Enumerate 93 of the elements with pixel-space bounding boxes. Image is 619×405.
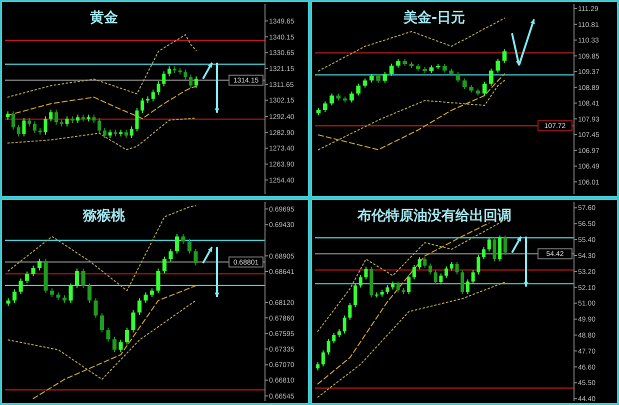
candlestick [162, 256, 167, 274]
line-series [7, 117, 197, 150]
candlestick [130, 126, 134, 139]
candlestick [144, 292, 148, 304]
candlestick [81, 268, 86, 289]
candlestick [189, 74, 193, 88]
candlestick [18, 278, 23, 295]
line-series [317, 282, 506, 398]
line-series [317, 222, 490, 384]
chart-title: 美金-日元 [402, 9, 466, 26]
line-series [8, 205, 196, 292]
candlestick [137, 298, 142, 316]
candlestick [87, 282, 92, 304]
candlestick [16, 124, 20, 137]
candlestick [98, 118, 102, 134]
chart-title: 黄金 [89, 10, 119, 26]
candlestick [407, 274, 411, 295]
candlestick [412, 264, 416, 280]
candlestick [482, 246, 486, 260]
candlestick [428, 262, 432, 275]
candlestick [11, 110, 15, 130]
candlestick [462, 78, 467, 90]
candlestick [439, 273, 443, 285]
candlestick [382, 71, 388, 84]
candlestick [330, 93, 334, 106]
candlestick [194, 248, 198, 266]
candlestick [168, 66, 172, 77]
candlestick [162, 70, 166, 87]
candlestick [466, 278, 470, 295]
candlestick [503, 235, 507, 256]
candlestick [498, 235, 502, 262]
candlestick [389, 63, 394, 76]
line-series [32, 285, 196, 400]
candlestick [418, 256, 422, 270]
candlestick [321, 350, 325, 367]
candlestick [65, 116, 69, 127]
candlestick [326, 338, 330, 356]
candlestick [194, 76, 198, 88]
candlestick [118, 339, 123, 353]
candlestick [482, 81, 487, 96]
candlestick [348, 302, 352, 320]
candlestick [184, 69, 188, 80]
candlestick [496, 58, 500, 74]
candlestick [156, 268, 160, 294]
candlestick [100, 312, 104, 333]
candlestick [74, 268, 80, 289]
candlestick [94, 298, 98, 318]
candlestick [135, 108, 139, 132]
candlestick [44, 116, 48, 136]
candlestick [487, 236, 491, 252]
candlestick [106, 327, 110, 342]
candlestick [350, 91, 354, 103]
candlestick [434, 270, 438, 285]
candlestick [49, 109, 53, 122]
candlestick [460, 270, 464, 295]
line-series [8, 300, 196, 380]
candlestick [124, 327, 130, 346]
candlestick [444, 266, 448, 278]
candlestick [396, 281, 400, 293]
candlestick [456, 71, 460, 83]
candlestick [168, 248, 173, 262]
candlestick [31, 265, 36, 277]
candlestick [54, 109, 58, 126]
candlestick [502, 48, 507, 64]
candlestick [156, 80, 160, 96]
candlestick [24, 271, 30, 284]
candlestick [174, 234, 180, 254]
candlestick [356, 83, 361, 96]
candlestick [476, 254, 480, 275]
candlestick [131, 310, 136, 333]
text: 布伦特原油没有给出回调 [356, 208, 512, 224]
candlestick [332, 332, 336, 344]
chart-title: 猕猴桃 [82, 208, 126, 224]
candlestick [322, 100, 328, 112]
candlestick [342, 315, 346, 334]
candlestick [151, 89, 155, 102]
line-series [7, 34, 197, 98]
candlestick [423, 256, 427, 268]
candlestick [354, 282, 358, 308]
candlestick [102, 128, 106, 139]
candlestick [140, 98, 144, 114]
candlestick [22, 118, 26, 137]
candlestick [471, 270, 475, 284]
candlestick [37, 258, 42, 271]
candlestick [68, 282, 73, 304]
candlestick [12, 288, 17, 304]
candlestick [32, 120, 36, 134]
candlestick [492, 236, 496, 262]
candlestick [181, 234, 186, 244]
candlestick [489, 68, 494, 86]
candlestick [187, 238, 192, 254]
candlestick [112, 336, 117, 353]
candlestick [358, 274, 362, 288]
